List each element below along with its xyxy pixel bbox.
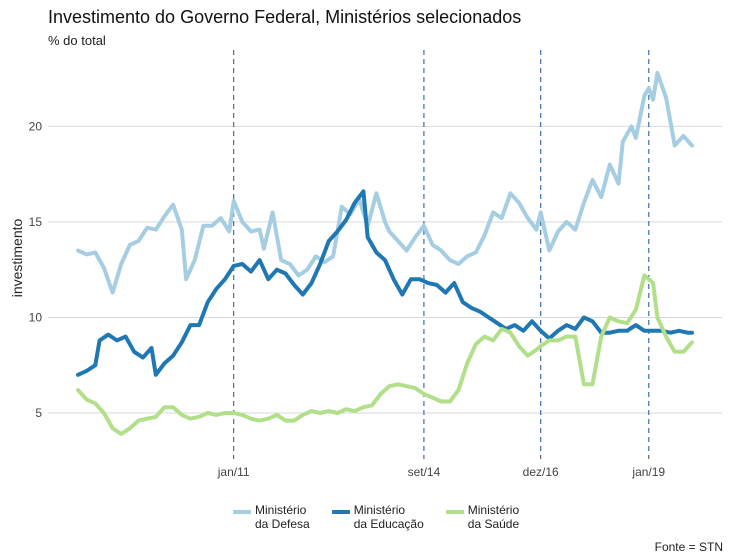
series-line-3 <box>76 273 694 436</box>
legend-swatch <box>331 510 350 514</box>
series-line-1 <box>76 70 694 295</box>
reference-lines <box>233 50 650 455</box>
legend-swatch <box>233 510 251 514</box>
chart-title: Investimento do Governo Federal, Ministé… <box>48 7 522 27</box>
line-chart: 5 10 15 20 jan/11 set/14 dez/16 jan/19 investi… <box>9 50 722 479</box>
x-tick-label: set/14 <box>408 465 441 479</box>
legend-item: Ministério da Defesa <box>233 503 310 531</box>
chart-series <box>76 70 694 436</box>
y-axis: 5 10 15 20 <box>29 119 43 420</box>
y-tick-label: 15 <box>29 215 43 229</box>
chart-subtitle: % do total <box>48 33 106 48</box>
legend-swatch <box>445 510 464 514</box>
x-tick-label: jan/19 <box>631 465 665 479</box>
legend-item: Ministério da Saúde <box>445 503 520 531</box>
y-tick-label: 10 <box>29 310 43 324</box>
y-tick-label: 5 <box>35 406 42 420</box>
legend-item: Ministério da Educação <box>331 503 424 531</box>
legend-label: Ministério da Educação <box>353 503 424 531</box>
x-tick-label: dez/16 <box>523 465 559 479</box>
y-axis-label: investimento <box>9 218 25 297</box>
series-line-2 <box>76 189 694 377</box>
chart-caption: Fonte = STN <box>654 540 723 554</box>
x-tick-label: jan/11 <box>217 465 250 479</box>
legend-label: Ministério da Defesa <box>255 503 310 531</box>
x-axis: jan/11 set/14 dez/16 jan/19 <box>217 455 665 479</box>
legend-label: Ministério da Saúde <box>467 503 520 531</box>
legend: Ministério da Defesa Ministério da Educaç… <box>233 503 519 531</box>
y-tick-label: 20 <box>29 119 43 133</box>
